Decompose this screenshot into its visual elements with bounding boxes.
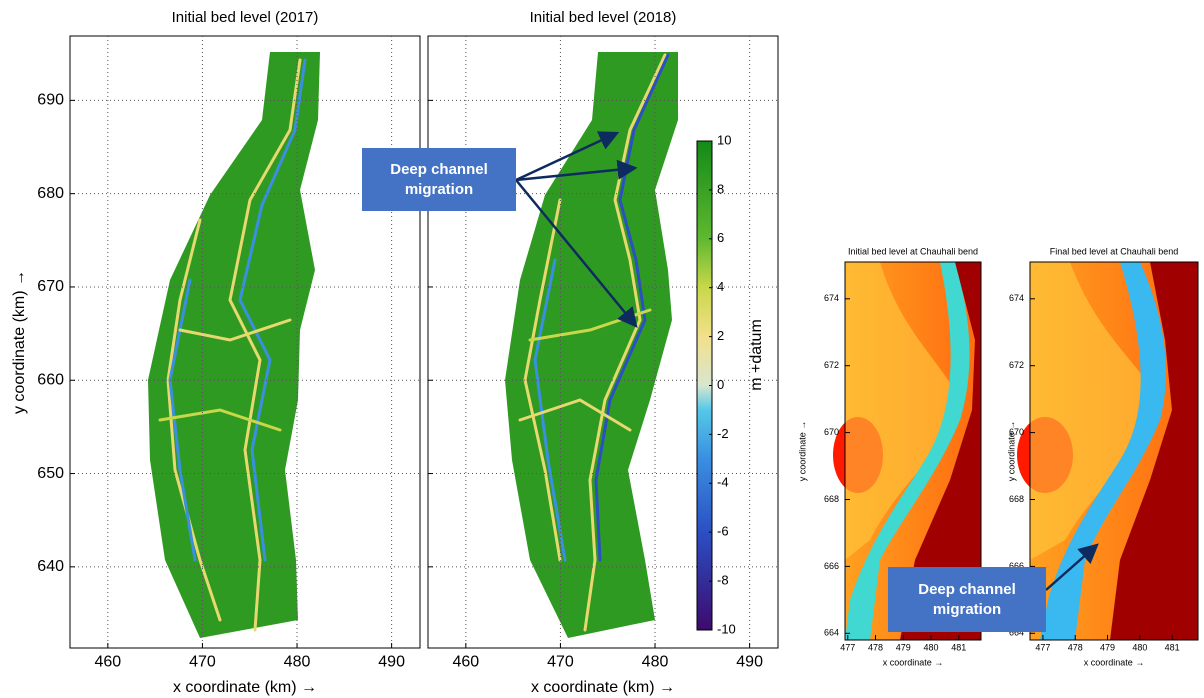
x-tick-label: 470 bbox=[189, 654, 216, 671]
x-axis-label: x coordinate → bbox=[1084, 657, 1145, 667]
colorbar-tick-label: -8 bbox=[717, 573, 729, 588]
x-tick-label: 460 bbox=[94, 654, 121, 671]
y-tick-label: 672 bbox=[1009, 360, 1024, 370]
y-tick-label: 674 bbox=[824, 293, 839, 303]
colorbar-tick-label: 2 bbox=[717, 328, 724, 343]
x-tick-label: 480 bbox=[924, 642, 939, 652]
y-tick-label: 670 bbox=[824, 427, 839, 437]
y-tick-label: 664 bbox=[1009, 628, 1024, 638]
chart-title: Final bed level at Chauhali bend bbox=[1050, 246, 1179, 256]
x-tick-label: 480 bbox=[284, 654, 311, 671]
colorbar-tick-label: 4 bbox=[717, 279, 724, 294]
y-axis-label: y coordinate → bbox=[797, 421, 807, 482]
x-tick-label: 470 bbox=[547, 654, 574, 671]
colorbar-tick-label: 0 bbox=[717, 377, 724, 392]
x-axis-label: x coordinate (km) → bbox=[531, 679, 675, 696]
y-axis-label: y coordinate (km) → bbox=[11, 270, 28, 414]
annotation-arrow bbox=[1045, 543, 1099, 591]
x-axis-label: x coordinate → bbox=[883, 657, 944, 667]
colorbar-tick-label: -2 bbox=[717, 426, 729, 441]
x-axis-label: x coordinate (km) → bbox=[173, 679, 317, 696]
chart-title: Initial bed level (2018) bbox=[530, 9, 677, 26]
x-tick-label: 477 bbox=[840, 642, 855, 652]
x-tick-label: 460 bbox=[452, 654, 479, 671]
y-tick-label: 670 bbox=[1009, 427, 1024, 437]
y-tick-label: 664 bbox=[824, 628, 839, 638]
x-tick-label: 480 bbox=[1132, 642, 1147, 652]
y-tick-label: 674 bbox=[1009, 293, 1024, 303]
colorbar-tick-label: -6 bbox=[717, 524, 729, 539]
x-tick-label: 490 bbox=[736, 654, 763, 671]
annotation-arrow bbox=[515, 131, 620, 182]
annotation-arrow bbox=[515, 159, 638, 182]
plot-frame bbox=[427, 35, 779, 649]
y-axis-label: y coordinate → bbox=[1006, 421, 1016, 482]
chart-title: Initial bed level at Chauhali bend bbox=[848, 246, 978, 256]
colorbar-tick-label: -4 bbox=[717, 475, 729, 490]
x-tick-label: 490 bbox=[378, 654, 405, 671]
plot-frame bbox=[69, 35, 421, 649]
colorbar-tick-label: 8 bbox=[717, 181, 724, 196]
y-tick-label: 660 bbox=[37, 371, 64, 388]
x-tick-label: 479 bbox=[1100, 642, 1115, 652]
y-tick-label: 640 bbox=[37, 558, 64, 575]
bed-field bbox=[148, 52, 1198, 640]
plot-frame bbox=[1029, 261, 1199, 641]
x-tick-label: 481 bbox=[951, 642, 966, 652]
chart-title: Initial bed level (2017) bbox=[172, 9, 319, 26]
y-tick-label: 672 bbox=[824, 360, 839, 370]
y-tick-label: 666 bbox=[1009, 561, 1024, 571]
x-tick-label: 478 bbox=[868, 642, 883, 652]
y-tick-label: 690 bbox=[37, 92, 64, 109]
y-tick-label: 668 bbox=[824, 494, 839, 504]
x-tick-label: 481 bbox=[1165, 642, 1180, 652]
y-tick-label: 680 bbox=[37, 185, 64, 202]
annotation-box: Deep channel migration bbox=[362, 148, 516, 211]
y-tick-label: 650 bbox=[37, 465, 64, 482]
annotation-arrow bbox=[515, 179, 638, 328]
x-tick-label: 477 bbox=[1035, 642, 1050, 652]
plot-frame bbox=[844, 261, 982, 641]
y-tick-label: 670 bbox=[37, 278, 64, 295]
y-tick-label: 668 bbox=[1009, 494, 1024, 504]
x-tick-label: 479 bbox=[896, 642, 911, 652]
x-tick-label: 480 bbox=[642, 654, 669, 671]
annotation-box: Deep channel migration bbox=[888, 567, 1046, 632]
x-tick-label: 478 bbox=[1068, 642, 1083, 652]
colorbar-label: m +datum bbox=[748, 319, 765, 391]
colorbar-tick-label: -10 bbox=[717, 621, 736, 636]
colorbar-tick-label: 6 bbox=[717, 230, 724, 245]
y-tick-label: 666 bbox=[824, 561, 839, 571]
colorbar-tick-label: 10 bbox=[717, 132, 731, 147]
